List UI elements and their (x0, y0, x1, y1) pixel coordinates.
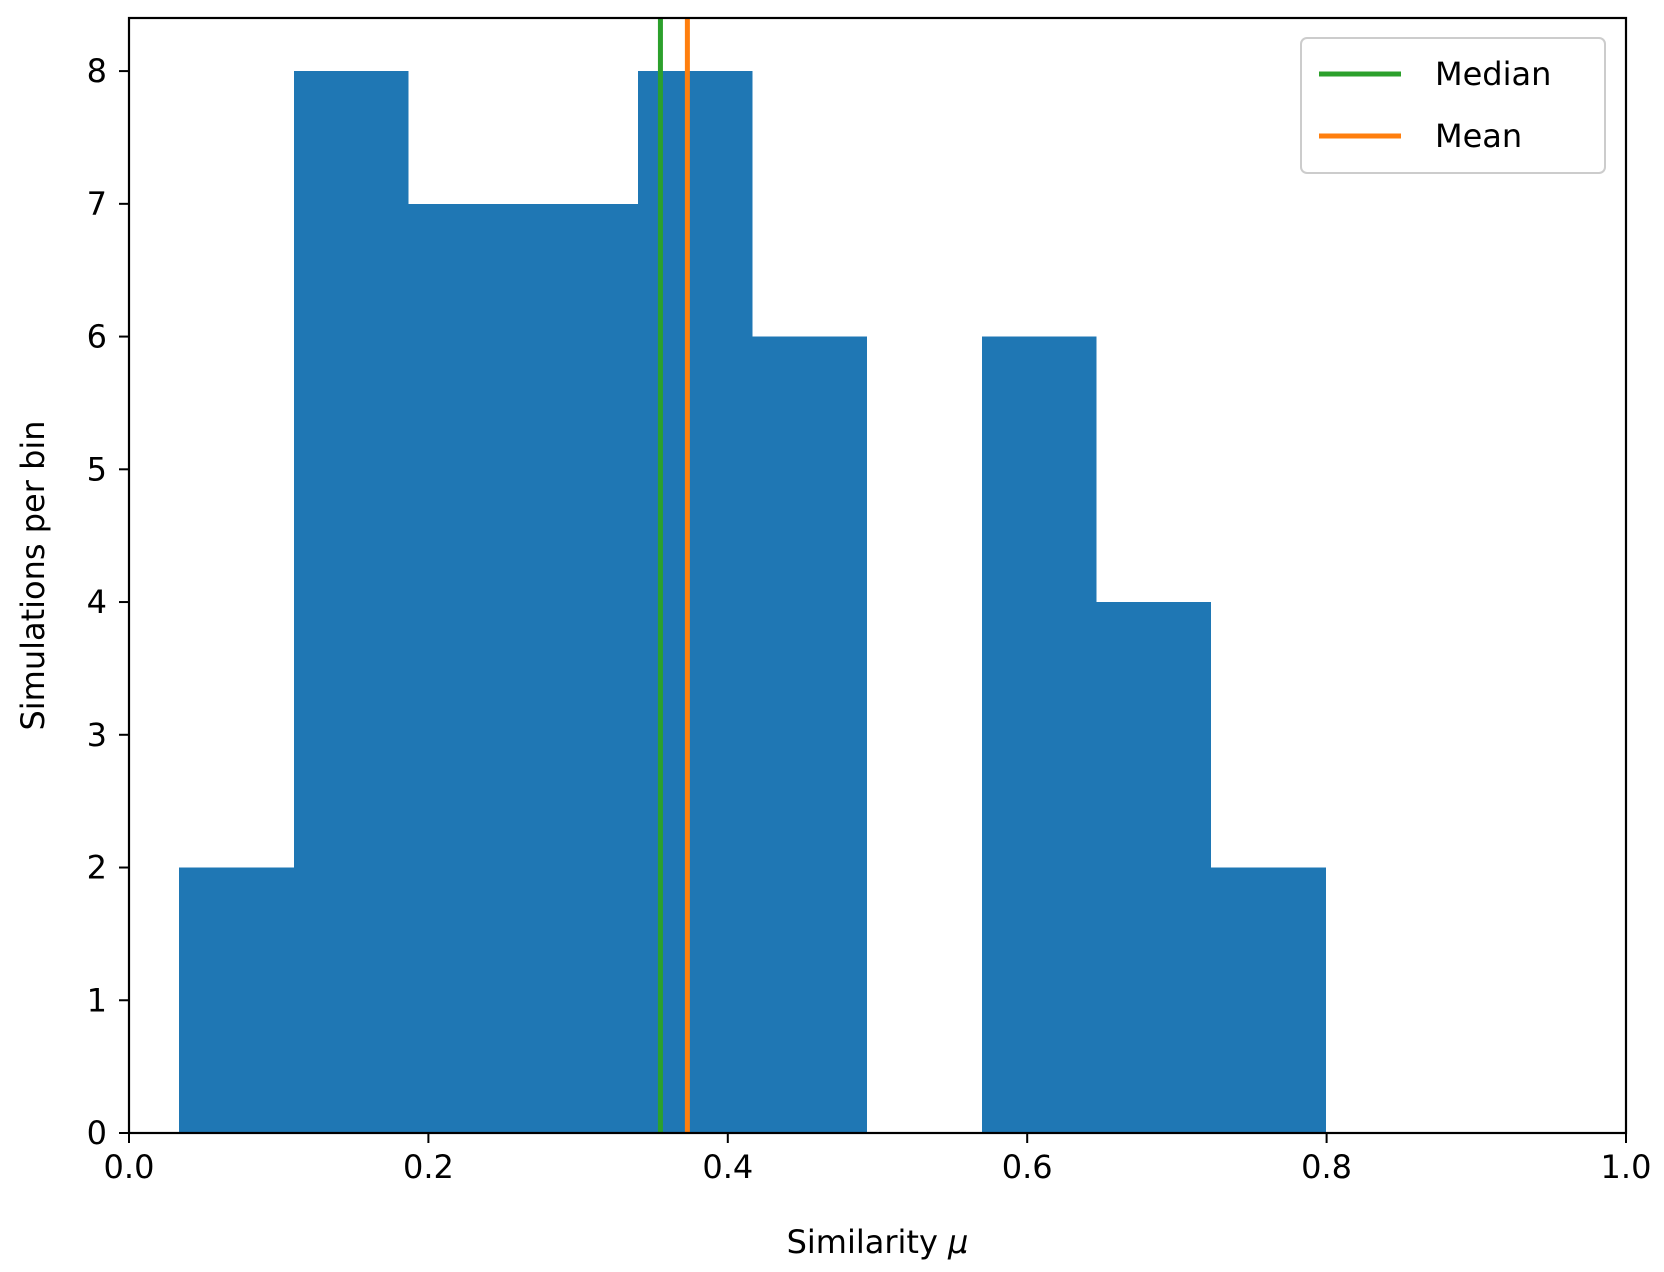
histogram-bar-1 (293, 71, 409, 1134)
histogram-bar-3 (523, 203, 638, 1134)
y-tick-label: 7 (87, 185, 107, 223)
histogram-bar-7 (981, 336, 1097, 1134)
x-tick-label: 0.0 (104, 1148, 155, 1186)
histogram-bar-4 (637, 71, 753, 1134)
x-tick-label: 1.0 (1601, 1148, 1652, 1186)
y-tick-label: 6 (87, 318, 107, 356)
y-tick-label: 3 (87, 716, 107, 754)
y-tick-label: 5 (87, 450, 107, 488)
legend-label-mean: Mean (1435, 117, 1522, 155)
x-tick-label: 0.8 (1301, 1148, 1352, 1186)
plot-frame (127, 16, 1628, 1135)
y-axis-ticks: 0 1 2 3 4 5 6 7 8 (87, 52, 129, 1152)
reference-lines (657, 18, 690, 1133)
x-axis-ticks: 0.0 0.2 0.4 0.6 0.8 1.0 (104, 1133, 1652, 1186)
histogram-bar-8 (1096, 602, 1212, 1133)
histogram-bar-5 (752, 336, 868, 1134)
y-tick-label: 4 (87, 583, 107, 621)
x-tick-label: 0.4 (702, 1148, 753, 1186)
histogram-bar-2 (408, 203, 524, 1134)
histogram-bar-0 (179, 867, 294, 1133)
x-axis-label: Similarity μ (787, 1223, 969, 1261)
y-tick-label: 8 (87, 52, 107, 90)
histogram-bars (179, 71, 1326, 1134)
legend-label-median: Median (1435, 55, 1551, 93)
y-tick-label: 0 (87, 1114, 107, 1152)
y-tick-label: 1 (87, 981, 107, 1019)
legend: Median Mean (1300, 37, 1606, 174)
y-axis-label: Simulations per bin (14, 420, 52, 730)
y-tick-label: 2 (87, 849, 107, 887)
histogram-bar-9 (1211, 867, 1326, 1133)
x-tick-label: 0.6 (1002, 1148, 1053, 1186)
x-tick-label: 0.2 (403, 1148, 454, 1186)
